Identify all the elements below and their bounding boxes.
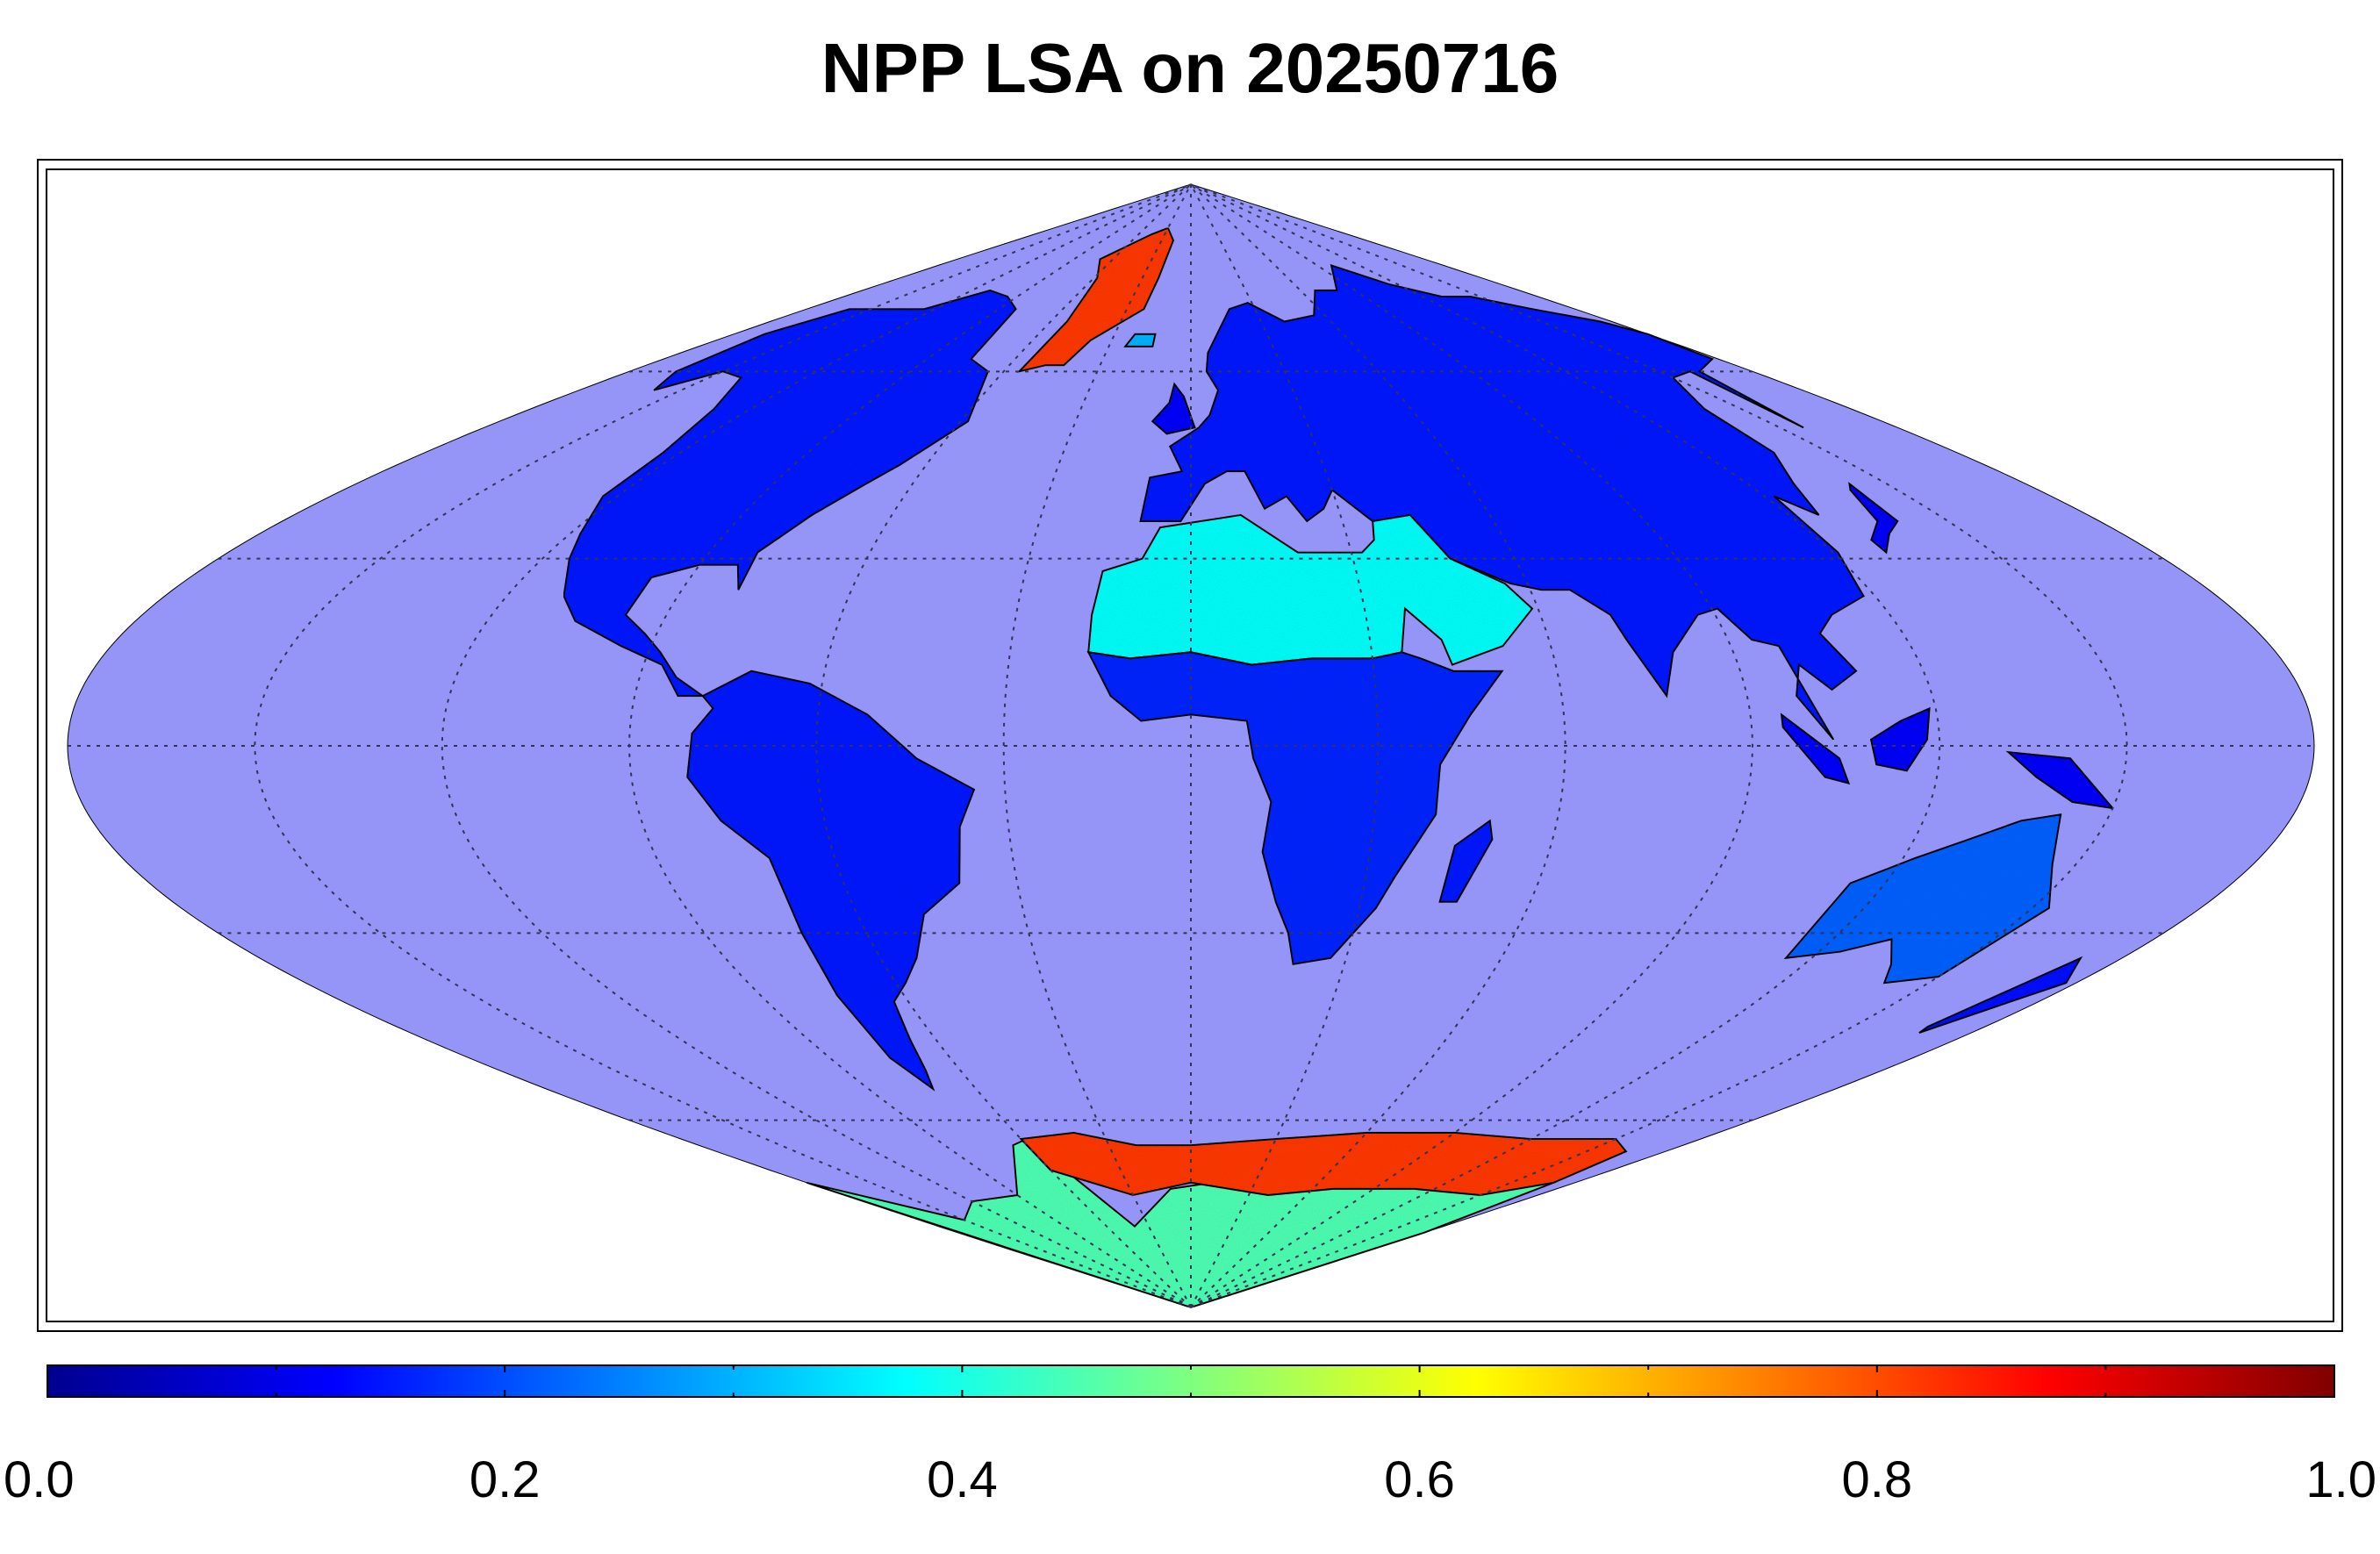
land-region-south-america (686, 670, 976, 1092)
colorbar (47, 1364, 2335, 1398)
colorbar-ticks (47, 1365, 2335, 1397)
land-region-sumatra (1780, 713, 1851, 785)
colorbar-tick-label: 0.4 (927, 1451, 998, 1508)
meridian-line (1190, 183, 2128, 1308)
land-region-new-zealand (1918, 956, 2083, 1035)
colorbar-tick-label: 0.0 (4, 1451, 75, 1508)
meridian-line (254, 183, 1192, 1308)
colorbar-tick-label: 0.2 (470, 1451, 541, 1508)
land-layer (563, 226, 2116, 1309)
colorbar-tick-label: 0.6 (1384, 1451, 1455, 1508)
meridian-line (1190, 183, 1566, 1308)
land-region-central-and-southern-africa (1086, 651, 1504, 966)
meridian-line (1002, 183, 1192, 1308)
land-region-japan (1848, 481, 1899, 555)
meridian-line (1190, 183, 1380, 1308)
land-region-antarctic-sea-ice (1019, 1131, 1628, 1197)
land-region-iceland (1123, 333, 1157, 347)
graticule-layer (68, 183, 2314, 1308)
colorbar-tick-label: 0.8 (1841, 1451, 1912, 1508)
land-region-borneo (1869, 706, 1931, 772)
meridian-line (815, 183, 1192, 1308)
land-region-madagascar (1438, 819, 1494, 903)
map-title: NPP LSA on 20250716 (821, 29, 1559, 107)
land-region-british-isles (1151, 382, 1196, 435)
plot-frame-outer (37, 159, 2343, 1332)
colorbar-tick-label: 1.0 (2305, 1451, 2376, 1508)
land-region-new-guinea (2005, 750, 2116, 810)
land-region-australia (1783, 813, 2062, 985)
colorbar-tick-labels: 0.0 0.2 0.4 0.6 0.8 1.0 (4, 1451, 2376, 1508)
plot-frame-inner (46, 168, 2334, 1322)
land-region-north-america (563, 289, 1017, 698)
